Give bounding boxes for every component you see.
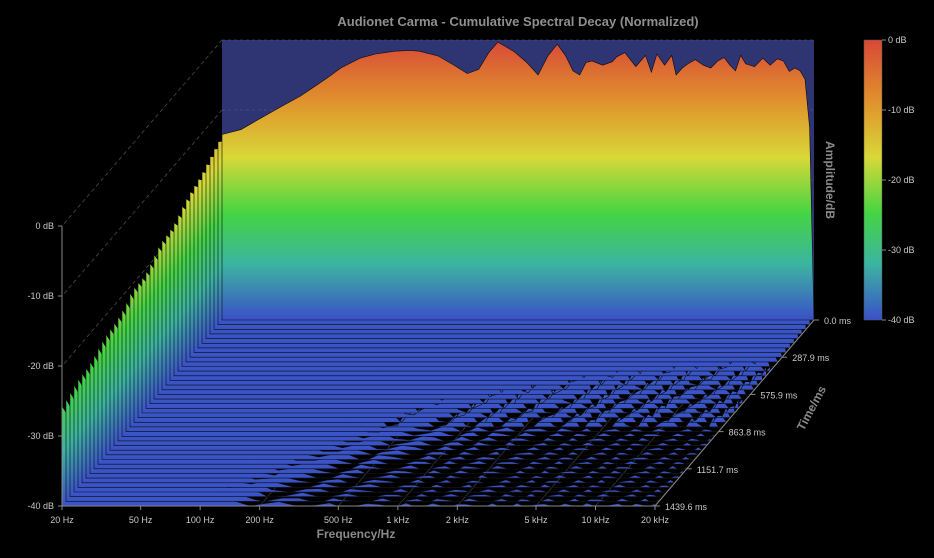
x-tick-label: 5 kHz — [524, 515, 548, 525]
z-tick-label: 863.8 ms — [729, 428, 767, 438]
decay-slices — [61, 41, 815, 507]
z-tick-label: 575.9 ms — [760, 390, 798, 400]
y-tick-label: -40 dB — [27, 501, 54, 511]
z-tick-label: 287.9 ms — [792, 353, 830, 363]
x-tick-label: 100 Hz — [186, 515, 215, 525]
y-tick-label: -10 dB — [27, 291, 54, 301]
colorbar-label: -20 dB — [888, 175, 915, 185]
colorbar-label: -40 dB — [888, 315, 915, 325]
x-tick-label: 20 Hz — [50, 515, 74, 525]
y-tick-labels: 0 dB -10 dB -20 dB -30 dB -40 dB — [27, 221, 62, 511]
z-tick-label: 1439.6 ms — [665, 502, 708, 512]
chart-title: Audionet Carma - Cumulative Spectral Dec… — [337, 14, 698, 29]
x-tick-label: 2 kHz — [446, 515, 470, 525]
wall-grid-line — [61, 39, 223, 227]
x-axis-title: Frequency/Hz — [317, 527, 396, 541]
y-tick-label: -30 dB — [27, 431, 54, 441]
x-tick-labels: 20 Hz 50 Hz 100 Hz 200 Hz 500 Hz 1 kHz 2 kHz 5 … — [50, 506, 670, 525]
decay-slice-0 — [221, 41, 815, 321]
colorbar-label: 0 dB — [888, 35, 907, 45]
z-tick-labels: 0.0 ms 287.9 ms 575.9 ms 863.8 ms 1151.7 ms 1… — [655, 316, 852, 512]
x-tick-label: 500 Hz — [324, 515, 353, 525]
z-axis-title: Time/ms — [794, 383, 829, 433]
x-tick-label: 50 Hz — [129, 515, 153, 525]
x-tick-label: 1 kHz — [386, 515, 410, 525]
x-tick-label: 200 Hz — [245, 515, 274, 525]
wall-grid-line — [61, 109, 223, 297]
y-tick-label: -20 dB — [27, 361, 54, 371]
colorbar — [863, 39, 883, 321]
x-tick-label: 10 kHz — [581, 515, 610, 525]
wall-grid-line — [61, 179, 223, 367]
colorbar-label: -10 dB — [888, 105, 915, 115]
z-axis-line — [654, 319, 815, 507]
y-tick-label: 0 dB — [35, 221, 54, 231]
z-tick-label: 0.0 ms — [824, 316, 852, 326]
y-axis-title: Amplitude/dB — [823, 141, 837, 219]
x-tick-label: 20 kHz — [641, 515, 670, 525]
colorbar-label: -30 dB — [888, 245, 915, 255]
z-tick-label: 1151.7 ms — [697, 465, 739, 475]
colorbar-labels: 0 dB -10 dB -20 dB -30 dB -40 dB — [882, 35, 915, 325]
